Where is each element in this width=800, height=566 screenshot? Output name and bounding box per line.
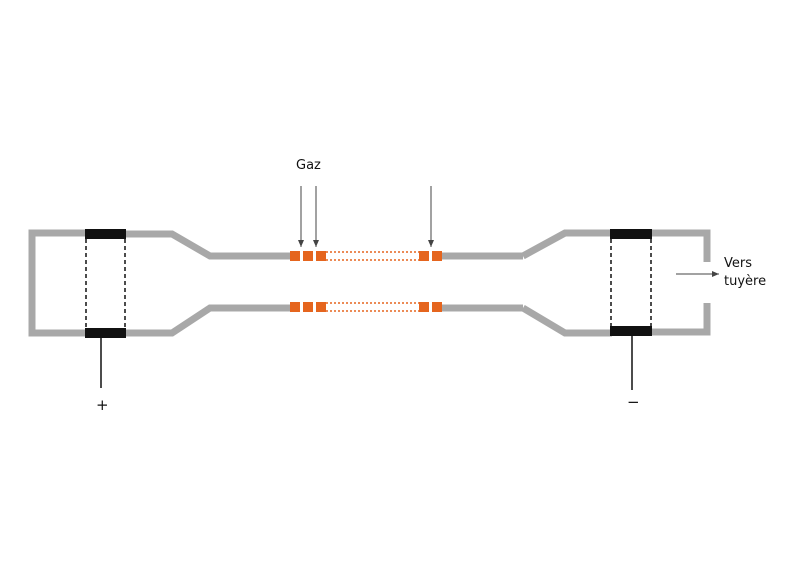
insulator-segments-bottom [290,302,442,312]
insulator-block [290,251,300,261]
lower-wall-left-segment [126,304,290,337]
negative-terminal-label: − [627,393,640,411]
insulator-block [290,302,300,312]
positive-terminal-label: + [96,396,109,414]
anode-top-plate [85,229,126,239]
outlet-wall-bottom [652,303,711,336]
insulator-block [432,302,442,312]
gas-label: Gaz [296,158,321,173]
outlet-label-line1: Vers [724,256,752,271]
insulator-block [316,302,326,312]
insulator-block [303,302,313,312]
channel-walls [28,229,711,337]
lower-wall-right-segment [521,304,612,337]
gas-inlet-arrows [298,186,434,247]
insulator-segments-top [290,251,442,261]
outlet-label-line2: tuyère [724,274,767,289]
insulator-block [316,251,326,261]
upper-wall-right-segment [521,229,612,260]
cathode [610,229,652,390]
upper-wall [28,229,85,337]
anode-bottom-plate [85,328,126,338]
insulator-block [303,251,313,261]
upper-wall-left-segment [126,230,290,260]
anode [85,229,126,388]
insulator-block [419,251,429,261]
cathode-bottom-plate [610,326,652,336]
insulator-block [432,251,442,261]
outlet-wall-top [652,229,711,262]
insulator-block [419,302,429,312]
cathode-top-plate [610,229,652,239]
